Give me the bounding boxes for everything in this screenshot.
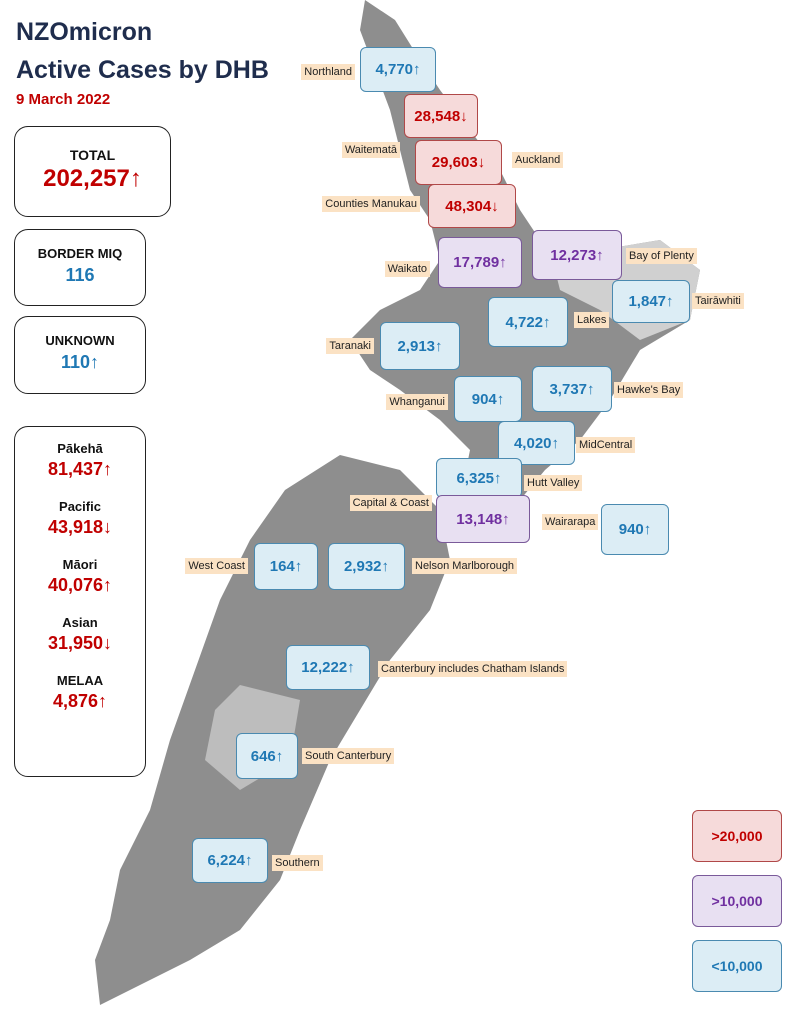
- legend-item: >20,000: [692, 810, 782, 862]
- dhb-label: Hawke's Bay: [614, 382, 684, 398]
- legend-item: >10,000: [692, 875, 782, 927]
- dhb-label: Waitematā: [341, 142, 400, 158]
- dhb-label: MidCentral: [576, 437, 636, 453]
- ethnicity-label: Pacific: [59, 499, 101, 514]
- ethnicity-value: 43,918↓: [47, 517, 113, 537]
- dhb-value: 48,304↓: [428, 184, 516, 228]
- legend-item: <10,000: [692, 940, 782, 992]
- ethnicity-label: Pākehā: [57, 441, 103, 456]
- dhb-label: Capital & Coast: [349, 495, 432, 511]
- ethnicity-value: 4,876↑: [52, 691, 108, 711]
- dhb-value: 6,224↑: [192, 838, 268, 883]
- value: 110↑: [60, 352, 100, 372]
- dhb-label: Whanganui: [386, 394, 448, 410]
- dhb-label: Auckland: [512, 152, 564, 168]
- value: 202,257↑: [43, 165, 142, 192]
- value: 116: [65, 265, 95, 285]
- ethnicity-card: Pākehā 81,437↑ Pacific 43,918↓ Māori 40,076↑ A…: [14, 426, 146, 777]
- label: UNKNOWN: [45, 333, 115, 348]
- ethnicity-label: Asian: [62, 615, 98, 630]
- dhb-label: South Canterbury: [302, 748, 395, 764]
- dhb-label: Taranaki: [326, 338, 374, 354]
- dhb-value: 4,770↑: [360, 47, 436, 92]
- ethnicity-label: Māori: [62, 557, 98, 572]
- dhb-value: 1,847↑: [612, 280, 690, 323]
- dhb-label: West Coast: [185, 558, 248, 574]
- dhb-label: Wairarapa: [542, 514, 599, 530]
- title: Active Cases by DHB: [16, 56, 269, 84]
- dhb-label: Bay of Plenty: [626, 248, 697, 264]
- date: 9 March 2022: [16, 91, 111, 108]
- dhb-label: Counties Manukau: [322, 196, 420, 212]
- dhb-value: 2,932↑: [328, 543, 405, 590]
- dhb-label: Canterbury includes Chatham Islands: [378, 661, 568, 677]
- ethnicity-label: MELAA: [56, 673, 104, 688]
- border-card: BORDER MIQ 116: [14, 229, 146, 306]
- dhb-label: Southern: [272, 855, 323, 871]
- label: BORDER MIQ: [37, 246, 123, 261]
- dhb-value: 940↑: [601, 504, 669, 555]
- dhb-value: 12,273↑: [532, 230, 622, 280]
- dhb-value: 12,222↑: [286, 645, 370, 690]
- dhb-label: Lakes: [574, 312, 610, 328]
- label: TOTAL: [69, 147, 116, 163]
- dhb-value: 646↑: [236, 733, 298, 779]
- dhb-value: 28,548↓: [404, 94, 478, 138]
- dhb-value: 4,722↑: [488, 297, 568, 347]
- title: NZOmicron: [16, 18, 153, 46]
- dhb-value: 164↑: [254, 543, 318, 590]
- dhb-label: Northland: [301, 64, 355, 80]
- unknown-card: UNKNOWN 110↑: [14, 316, 146, 394]
- dhb-value: 13,148↑: [436, 495, 530, 543]
- ethnicity-value: 40,076↑: [47, 575, 113, 595]
- dhb-value: 6,325↑: [436, 458, 522, 498]
- dhb-value: 2,913↑: [380, 322, 460, 370]
- dhb-value: 17,789↑: [438, 237, 522, 288]
- dhb-value: 904↑: [454, 376, 522, 422]
- ethnicity-value: 31,950↓: [47, 633, 113, 653]
- dhb-label: Hutt Valley: [524, 475, 583, 491]
- ethnicity-value: 81,437↑: [47, 459, 113, 479]
- dhb-label: Tairāwhiti: [692, 293, 744, 309]
- dhb-label: Waikato: [384, 261, 430, 277]
- total-card: TOTAL 202,257↑: [14, 126, 171, 217]
- dhb-value: 4,020↑: [498, 421, 575, 465]
- dhb-label: Nelson Marlborough: [412, 558, 518, 574]
- dhb-value: 29,603↓: [415, 140, 502, 185]
- dhb-value: 3,737↑: [532, 366, 612, 412]
